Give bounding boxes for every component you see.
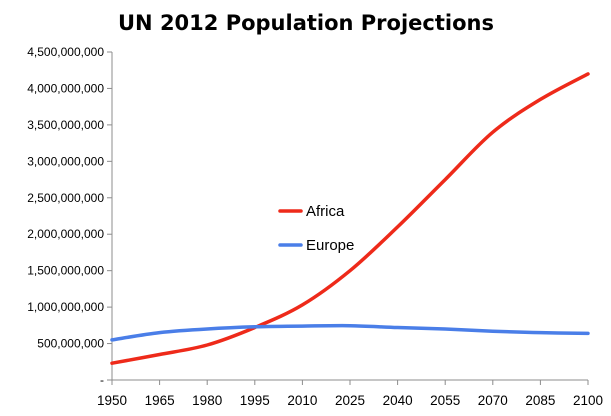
x-tick-label: 2040: [383, 393, 413, 408]
x-tick-label: 1995: [240, 393, 270, 408]
y-tick-label: 2,000,000,000: [27, 227, 104, 241]
chart-title: UN 2012 Population Projections: [118, 11, 494, 35]
x-tick-label: 2010: [287, 393, 317, 408]
y-tick-label: 4,500,000,000: [27, 45, 104, 59]
series-line-europe: [110, 323, 590, 342]
x-tick-label: 2085: [525, 393, 555, 408]
series-lines: [110, 72, 590, 365]
x-tick-label: 2100: [573, 393, 603, 408]
y-tick-label: -: [100, 373, 104, 387]
y-tick-label: 4,000,000,000: [27, 81, 104, 95]
x-tick-label: 2070: [478, 393, 508, 408]
x-tick-label: 1950: [97, 393, 127, 408]
series-line-africa: [110, 72, 590, 365]
y-tick-label: 3,500,000,000: [27, 118, 104, 132]
y-tick-label: 2,500,000,000: [27, 191, 104, 205]
legend-label-europe: Europe: [306, 237, 354, 254]
y-tick-label: 1,500,000,000: [27, 264, 104, 278]
y-tick-label: 500,000,000: [37, 337, 104, 351]
x-tick-label: 1965: [145, 393, 175, 408]
legend-label-africa: Africa: [306, 203, 345, 220]
legend: Africa Europe: [278, 203, 354, 254]
x-tick-label: 1980: [192, 393, 222, 408]
y-tick-label: 3,000,000,000: [27, 154, 104, 168]
y-tick-label: 1,000,000,000: [27, 300, 104, 314]
y-axis: - 500,000,000 1,000,000,000 1,500,000,000 2,…: [27, 45, 113, 387]
x-tick-label: 2025: [335, 393, 365, 408]
x-axis: 1950 1965 1980 1995 2010 2025 2040 2055 2070 2085…: [97, 379, 603, 408]
x-tick-label: 2055: [430, 393, 460, 408]
